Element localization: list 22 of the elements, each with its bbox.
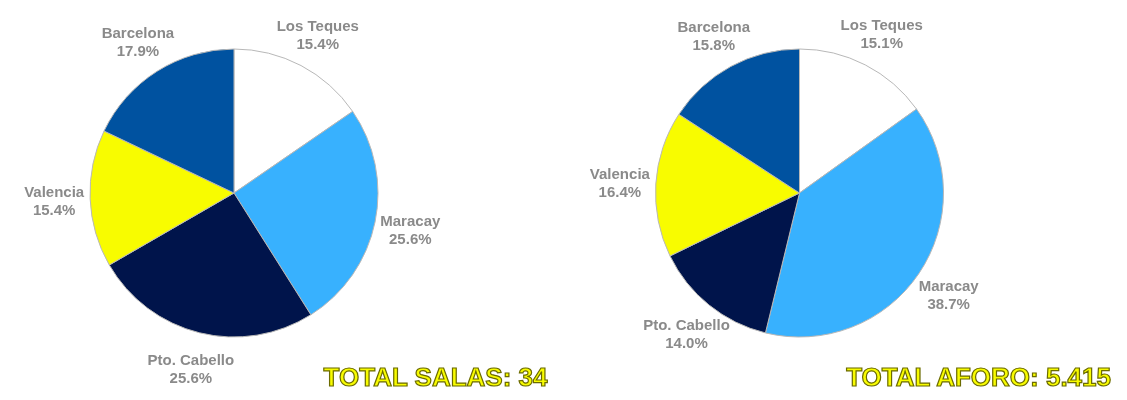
text: TOTAL AFORO: 5.415 (846, 362, 1111, 392)
slice-label: Los Teques (276, 16, 359, 34)
slice-label: Valencia (24, 183, 85, 201)
data-label: 25.6% (169, 368, 213, 386)
data-label: 38.7% (927, 294, 970, 312)
data-label: 16.4% (598, 182, 642, 200)
data-label: 25.6% (389, 230, 432, 248)
slice-label: Maracay (918, 276, 980, 294)
slice-label: Pto. Cabello (147, 350, 235, 368)
data-label: 15.1% (860, 33, 903, 51)
data-label: 15.8% (692, 35, 736, 53)
slice-label: Barcelona (101, 23, 175, 41)
slice-label: Los Teques (840, 15, 923, 33)
slice-label: Valencia (589, 164, 651, 182)
data-label: 15.4% (296, 34, 340, 52)
data-label: 14.0% (665, 334, 708, 352)
slice-label: Barcelona (677, 17, 751, 35)
slice-label: Maracay (380, 212, 441, 230)
text: TOTAL SALAS: 34 (323, 362, 549, 392)
data-label: 15.4% (32, 201, 76, 219)
slice-label: Pto. Cabello (643, 316, 730, 334)
data-label: 17.9% (116, 41, 160, 59)
